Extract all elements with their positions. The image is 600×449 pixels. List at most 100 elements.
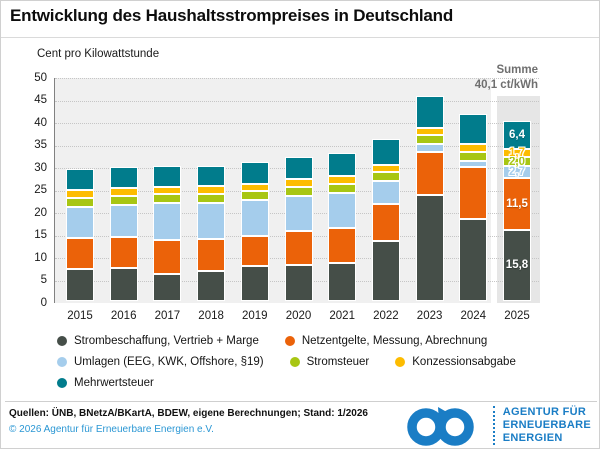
- bar-2019-segment-6: [240, 161, 269, 184]
- bar-value-label: 2,0: [509, 155, 525, 168]
- legend-color-dot: [395, 357, 406, 367]
- bar-2023-segment-5: [415, 127, 444, 136]
- x-axis-year-label-2024: 2024: [460, 310, 487, 322]
- bar-2020: [284, 156, 313, 301]
- bar-2025-segment-3: 2,7: [503, 166, 531, 179]
- y-axis-tick-label-45: 45: [34, 94, 47, 106]
- bar-2017-segment-6: [153, 166, 182, 187]
- gridline-40: [55, 123, 539, 124]
- bar-2017-segment-1: [153, 273, 182, 301]
- bar-2021-segment-6: [328, 153, 357, 177]
- x-axis-year-label-2020: 2020: [285, 310, 312, 322]
- bar-2019-segment-5: [240, 183, 269, 192]
- x-axis-year-label-2016: 2016: [110, 310, 137, 322]
- bar-2015-segment-2: [66, 238, 94, 269]
- bar-2015-segment-6: [66, 169, 94, 190]
- bar-2021: [328, 153, 357, 301]
- legend-item-label: Mehrwertsteuer: [74, 377, 154, 389]
- gridline-35: [55, 145, 539, 147]
- bar-2022-segment-2: [371, 204, 400, 241]
- logo-line-3: ENERGIEN: [502, 431, 563, 444]
- bar-2017-segment-2: [153, 240, 182, 274]
- bar-2016-segment-3: [109, 204, 138, 238]
- y-axis-tick-label-30: 30: [34, 161, 47, 174]
- bar-2021-segment-4: [328, 184, 357, 194]
- x-axis-year-label-2015: 2015: [67, 310, 93, 322]
- legend-item-label: Stromsteuer: [306, 356, 370, 368]
- bar-value-label: 1,7: [509, 147, 525, 160]
- legend-row: Strombeschaffung, Vertrieb + Marge Netzen…: [57, 335, 516, 347]
- logo-text: AGENTUR FÜR ERNEUERBARE ENERGIEN: [492, 405, 591, 445]
- y-axis-tick-label-40: 40: [34, 116, 47, 129]
- legend-item: Konzessionsabgabe: [395, 356, 516, 368]
- logo-line-1: AGENTUR FÜR: [502, 405, 587, 418]
- legend-color-dot: [289, 357, 300, 367]
- bar-2020-segment-4: [284, 186, 313, 196]
- y-axis-tick-label-5: 5: [40, 274, 47, 286]
- bar-value-label: 15,8: [505, 259, 529, 272]
- bar-2020-segment-3: [284, 195, 313, 231]
- bar-2022-segment-3: [371, 180, 400, 205]
- y-axis-unit-label: Cent pro Kilowattstunde: [37, 48, 160, 60]
- logo-line-2: ERNEUERBARE: [502, 418, 591, 431]
- bar-2015-segment-3: [66, 206, 94, 239]
- bar-2017: [153, 166, 182, 301]
- legend-item-label: Konzessionsabgabe: [412, 356, 516, 368]
- bar-2024-segment-5: [459, 143, 488, 152]
- legend-row: Mehrwertsteuer: [57, 377, 516, 389]
- x-axis-year-label-2017: 2017: [154, 310, 181, 322]
- x-axis-year-label-2019: 2019: [242, 310, 268, 322]
- copyright-note: © 2026 Agentur für Erneuerbare Energien …: [9, 424, 214, 435]
- bar-2017-segment-4: [153, 194, 182, 204]
- x-axis-year-label-2018: 2018: [198, 310, 224, 322]
- y-axis-tick-label-35: 35: [34, 139, 47, 151]
- bar-2020-segment-2: [284, 230, 313, 266]
- bar-2018-segment-3: [197, 202, 226, 240]
- x-axis-year-label-2022: 2022: [373, 310, 399, 322]
- bar-2021-segment-1: [328, 263, 357, 301]
- bar-2025-segment-4: 2,0: [503, 155, 531, 168]
- legend-item: Umlagen (EEG, KWK, Offshore, §19): [57, 356, 264, 368]
- y-axis-tick-label-10: 10: [34, 251, 47, 264]
- legend-color-dot: [57, 378, 67, 388]
- legend-row: Umlagen (EEG, KWK, Offshore, §19) Stromst…: [57, 356, 516, 368]
- bar-2019-segment-4: [240, 191, 269, 201]
- y-axis-tick-label-50: 50: [34, 71, 47, 84]
- bar-2024-segment-4: [459, 151, 488, 161]
- y-axis-tick-label-25: 25: [34, 184, 47, 196]
- y-axis-tick-label-20: 20: [34, 206, 47, 219]
- bar-2018-segment-4: [197, 193, 226, 203]
- legend-item: Netzentgelte, Messung, Abrechnung: [284, 335, 488, 347]
- gridline-50: [55, 78, 539, 79]
- legend-color-dot: [284, 336, 295, 346]
- bar-2018-segment-5: [197, 186, 226, 194]
- page-title: Entwicklung des Haushaltsstrompreises in…: [10, 6, 454, 25]
- bar-2025-segment-1: 15,8: [503, 229, 531, 301]
- bar-2025-segment-5: 1,7: [503, 147, 531, 160]
- bar-2021-segment-2: [328, 228, 357, 264]
- legend-item: Stromsteuer: [289, 356, 370, 368]
- sum-annotation-value: 40,1 ct/kWh: [474, 79, 538, 91]
- bar-2019-segment-2: [240, 235, 269, 267]
- bar-2016: [109, 166, 138, 301]
- bar-2023-segment-1: [415, 195, 444, 301]
- bar-2020-segment-6: [284, 156, 313, 180]
- bar-2024: [459, 113, 488, 301]
- bar-2023-segment-3: [415, 144, 444, 152]
- bar-2021-segment-5: [328, 176, 357, 185]
- bar-value-label: 11,5: [506, 198, 528, 211]
- source-note: Quellen: ÜNB, BNetzA/BKartA, BDEW, eigen…: [9, 408, 368, 419]
- bar-2020-segment-5: [284, 179, 313, 187]
- bar-2022-segment-4: [371, 171, 400, 181]
- title-divider: [1, 37, 599, 38]
- bar-2019-segment-1: [240, 266, 269, 301]
- bar-2024-segment-6: [459, 113, 488, 144]
- legend-item-label: Netzentgelte, Messung, Abrechnung: [301, 335, 488, 347]
- bar-2016-segment-4: [109, 195, 138, 205]
- legend-item-label: Umlagen (EEG, KWK, Offshore, §19): [74, 356, 264, 368]
- gridline-45: [55, 100, 539, 102]
- legend: Strombeschaffung, Vertrieb + Marge Netzen…: [57, 335, 516, 398]
- bar-2017-segment-3: [153, 203, 182, 241]
- bar-2022: [371, 139, 400, 301]
- y-axis-line: [54, 78, 55, 303]
